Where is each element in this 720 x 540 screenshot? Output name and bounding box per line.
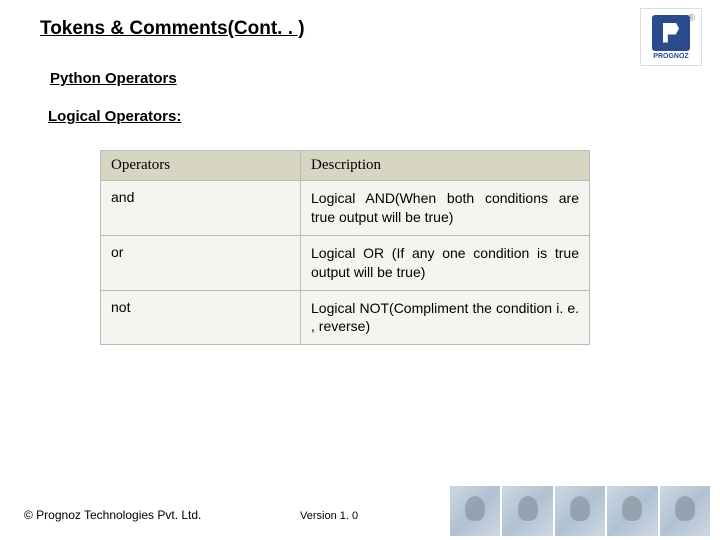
slide-title: Tokens & Comments(Cont. . ) [40,18,305,40]
operators-table: Operators Description and Logical AND(Wh… [100,150,590,345]
cell-operator: and [101,181,301,236]
table-row: or Logical OR (If any one condition is t… [101,235,590,290]
footer-thumb-icon [502,486,552,536]
footer-thumb-icon [555,486,605,536]
header-description: Description [301,151,590,181]
logo-mark-icon [652,15,690,51]
cell-description: Logical OR (If any one condition is true… [301,235,590,290]
company-logo: ® PROGNOZ [640,8,702,66]
cell-operator: or [101,235,301,290]
cell-description: Logical AND(When both conditions are tru… [301,181,590,236]
footer-image-strip [450,486,710,536]
table-row: not Logical NOT(Compliment the condition… [101,290,590,345]
table-row: and Logical AND(When both conditions are… [101,181,590,236]
footer-thumb-icon [660,486,710,536]
slide-subtitle: Python Operators [50,70,177,87]
footer-copyright: © Prognoz Technologies Pvt. Ltd. [24,508,201,522]
logo-text: PROGNOZ [653,53,688,60]
footer-thumb-icon [607,486,657,536]
cell-operator: not [101,290,301,345]
footer-version: Version 1. 0 [300,510,358,522]
header-operators: Operators [101,151,301,181]
table-header-row: Operators Description [101,151,590,181]
cell-description: Logical NOT(Compliment the condition i. … [301,290,590,345]
section-heading: Logical Operators: [48,108,181,125]
footer-thumb-icon [450,486,500,536]
